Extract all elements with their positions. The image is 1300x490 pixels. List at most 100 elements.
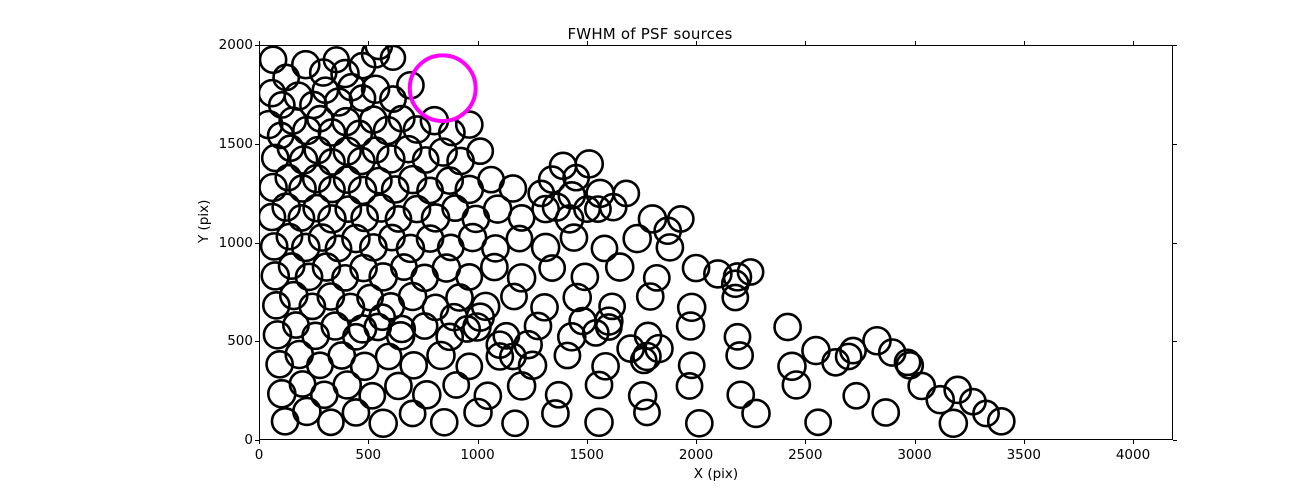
- psf-source-circle: [349, 253, 378, 283]
- psf-source-circle: [590, 234, 619, 263]
- psf-source-circle: [584, 407, 614, 438]
- y-tick-mark-right: [1173, 341, 1177, 343]
- y-tick-mark: [255, 45, 259, 46]
- x-tick-mark: [696, 440, 697, 444]
- y-tick-label: 1000: [218, 234, 253, 251]
- psf-source-circle: [364, 46, 394, 61]
- x-tick-mark-top: [586, 41, 588, 45]
- psf-source-circle: [877, 338, 907, 367]
- x-tick-label: 0: [254, 447, 264, 463]
- psf-source-circle: [594, 306, 624, 336]
- psf-source-circle: [725, 341, 755, 370]
- psf-source-circle: [505, 224, 534, 253]
- psf-source-circle: [781, 370, 812, 400]
- psf-source-circle: [402, 115, 432, 144]
- psf-source-circle: [938, 408, 969, 439]
- psf-source-circle: [741, 398, 771, 429]
- psf-source-circle: [290, 49, 321, 80]
- psf-source-circle: [402, 194, 432, 224]
- psf-source-circle: [629, 346, 658, 375]
- psf-source-circle: [481, 234, 510, 263]
- x-tick-mark: [586, 440, 588, 444]
- chart-title: FWHM of PSF sources: [567, 25, 733, 43]
- psf-source-circle: [482, 194, 513, 224]
- psf-source-circle: [598, 292, 627, 321]
- x-axis-label: X (pix): [693, 466, 739, 482]
- psf-source-circle: [428, 137, 458, 167]
- psf-source-circle: [267, 91, 296, 119]
- y-tick-mark-right: [1173, 143, 1177, 145]
- x-tick-mark-top: [1023, 41, 1025, 45]
- psf-source-circle: [346, 146, 376, 176]
- psf-source-circle: [479, 252, 509, 282]
- x-tick-mark: [368, 440, 370, 444]
- psf-source-circle: [530, 293, 559, 322]
- y-tick-mark-right: [1173, 242, 1177, 244]
- psf-source-circle: [777, 351, 807, 382]
- psf-source-circle: [358, 381, 387, 410]
- psf-source-circle: [368, 408, 398, 439]
- psf-source-circle: [302, 193, 332, 223]
- psf-source-circle: [307, 223, 337, 252]
- psf-source-circle: [681, 253, 711, 283]
- psf-source-circle: [559, 223, 589, 252]
- psf-source-circle: [723, 322, 752, 351]
- psf-source-circle: [454, 110, 484, 139]
- x-axis-ticks-top: [259, 41, 1173, 46]
- psf-source-circle: [959, 387, 987, 416]
- plot-area: [259, 45, 1173, 440]
- psf-source-circle: [804, 408, 833, 437]
- psf-source-circle: [506, 263, 537, 293]
- x-tick-label: 3000: [897, 447, 932, 463]
- x-tick-mark: [1023, 440, 1025, 444]
- psf-source-circle: [334, 195, 363, 223]
- psf-source-circle: [570, 262, 600, 292]
- psf-source-circle: [675, 311, 706, 341]
- x-tick-label: 2000: [678, 447, 714, 463]
- psf-source-circle: [347, 314, 378, 344]
- psf-source-circle: [294, 262, 324, 292]
- psf-source-circle: [435, 322, 465, 352]
- psf-source-circle: [429, 407, 459, 437]
- psf-source-circle: [839, 336, 867, 365]
- psf-source-circle: [260, 232, 289, 261]
- psf-source-circle: [523, 311, 553, 341]
- psf-source-circle: [500, 282, 528, 311]
- y-tick-label: 0: [244, 432, 253, 448]
- psf-source-circle: [260, 46, 288, 75]
- psf-source-circle: [644, 333, 674, 364]
- y-tick-mark: [255, 440, 259, 441]
- psf-source-circle: [411, 380, 442, 410]
- y-axis-ticks-right: [1172, 45, 1177, 441]
- psf-source-circle: [380, 175, 410, 204]
- x-tick-mark-top: [914, 41, 916, 45]
- x-tick-mark: [805, 440, 807, 444]
- psf-source-circle: [773, 312, 803, 342]
- psf-source-circle: [604, 252, 635, 282]
- psf-source-circle: [498, 342, 527, 371]
- psf-source-circle: [506, 371, 537, 401]
- x-tick-label: 2500: [788, 447, 823, 463]
- y-tick-label: 500: [227, 333, 253, 350]
- psf-source-circle: [350, 203, 380, 233]
- psf-source-circle: [584, 370, 614, 400]
- psf-source-circle: [426, 340, 456, 371]
- psf-source-circle: [537, 165, 567, 194]
- psf-source-circle: [466, 137, 495, 166]
- y-axis-label: Y (pix): [196, 199, 212, 243]
- psf-source-circle: [364, 166, 393, 195]
- x-tick-mark-top: [368, 41, 370, 45]
- psf-source-circle: [538, 254, 567, 282]
- psf-source-circle: [842, 381, 871, 410]
- psf-source-circle: [501, 409, 530, 438]
- x-tick-mark: [477, 440, 479, 444]
- psf-source-circle: [301, 163, 332, 194]
- psf-source-circle: [384, 371, 413, 401]
- psf-source-circle: [290, 232, 321, 263]
- psf-source-circle: [622, 223, 653, 254]
- psf-source-circle: [834, 342, 863, 371]
- psf-source-circle: [374, 342, 403, 371]
- psf-source-circle: [446, 146, 475, 176]
- psf-source-circle: [633, 398, 661, 427]
- psf-source-circle: [574, 149, 605, 179]
